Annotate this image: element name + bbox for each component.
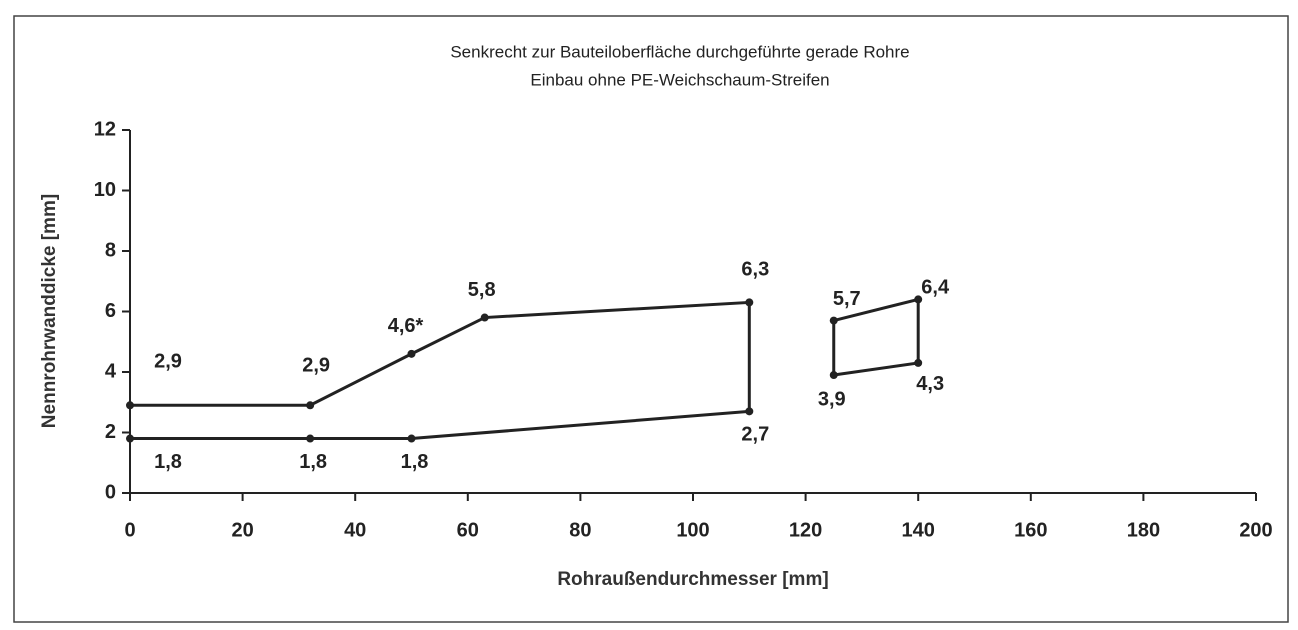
x-tick-label: 0 bbox=[124, 519, 135, 541]
y-axis-title: Nennrohrwanddicke [mm] bbox=[39, 194, 60, 428]
point bbox=[306, 401, 315, 410]
point bbox=[745, 407, 754, 416]
point bbox=[126, 434, 134, 443]
point bbox=[745, 298, 754, 307]
point bbox=[480, 313, 489, 322]
y-tick-label: 8 bbox=[105, 239, 116, 261]
point bbox=[407, 349, 416, 358]
x-tick-label: 100 bbox=[676, 519, 709, 541]
x-tick-label: 120 bbox=[789, 519, 822, 541]
point bbox=[306, 434, 315, 443]
chart-subtitle: Einbau ohne PE-Weichschaum-Streifen bbox=[530, 70, 829, 89]
data-label: 2,7 bbox=[741, 424, 769, 446]
y-tick-label: 2 bbox=[105, 421, 116, 443]
data-label: 1,8 bbox=[299, 451, 327, 473]
data-label: 1,8 bbox=[154, 451, 182, 473]
frame bbox=[13, 15, 1289, 623]
data-label: 6,4 bbox=[921, 277, 950, 299]
point bbox=[914, 358, 923, 367]
data-label: 2,9 bbox=[302, 355, 330, 377]
chart-title: Senkrecht zur Bauteiloberfläche durchgef… bbox=[450, 42, 909, 61]
data-label: 3,9 bbox=[818, 388, 846, 410]
x-tick-label: 60 bbox=[457, 519, 479, 541]
data-label: 1,8 bbox=[401, 451, 429, 473]
x-tick-label: 200 bbox=[1239, 519, 1272, 541]
x-tick-label: 140 bbox=[902, 519, 935, 541]
y-tick-label: 12 bbox=[94, 118, 116, 140]
x-tick-label: 40 bbox=[344, 519, 366, 541]
data-label: 5,7 bbox=[833, 288, 861, 310]
x-axis-title: Rohraußendurchmesser [mm] bbox=[557, 569, 828, 590]
data-label: 6,3 bbox=[741, 259, 769, 281]
point bbox=[829, 371, 838, 380]
y-tick-label: 6 bbox=[105, 300, 116, 322]
x-tick-label: 180 bbox=[1127, 519, 1160, 541]
point bbox=[829, 316, 838, 325]
y-tick-label: 4 bbox=[105, 360, 117, 382]
y-tick-label: 10 bbox=[94, 179, 116, 201]
x-tick-label: 80 bbox=[569, 519, 591, 541]
data-label: 2,9 bbox=[154, 351, 182, 373]
series-line bbox=[832, 297, 920, 377]
data-label: 4,3 bbox=[916, 373, 944, 395]
point bbox=[126, 401, 134, 410]
x-tick-label: 20 bbox=[231, 519, 253, 541]
series-line bbox=[130, 300, 751, 441]
point bbox=[407, 434, 416, 443]
data-label: 4,6* bbox=[388, 315, 424, 337]
data-label: 5,8 bbox=[468, 279, 496, 301]
y-tick-label: 0 bbox=[105, 481, 116, 503]
x-tick-label: 160 bbox=[1014, 519, 1047, 541]
point bbox=[914, 295, 923, 304]
